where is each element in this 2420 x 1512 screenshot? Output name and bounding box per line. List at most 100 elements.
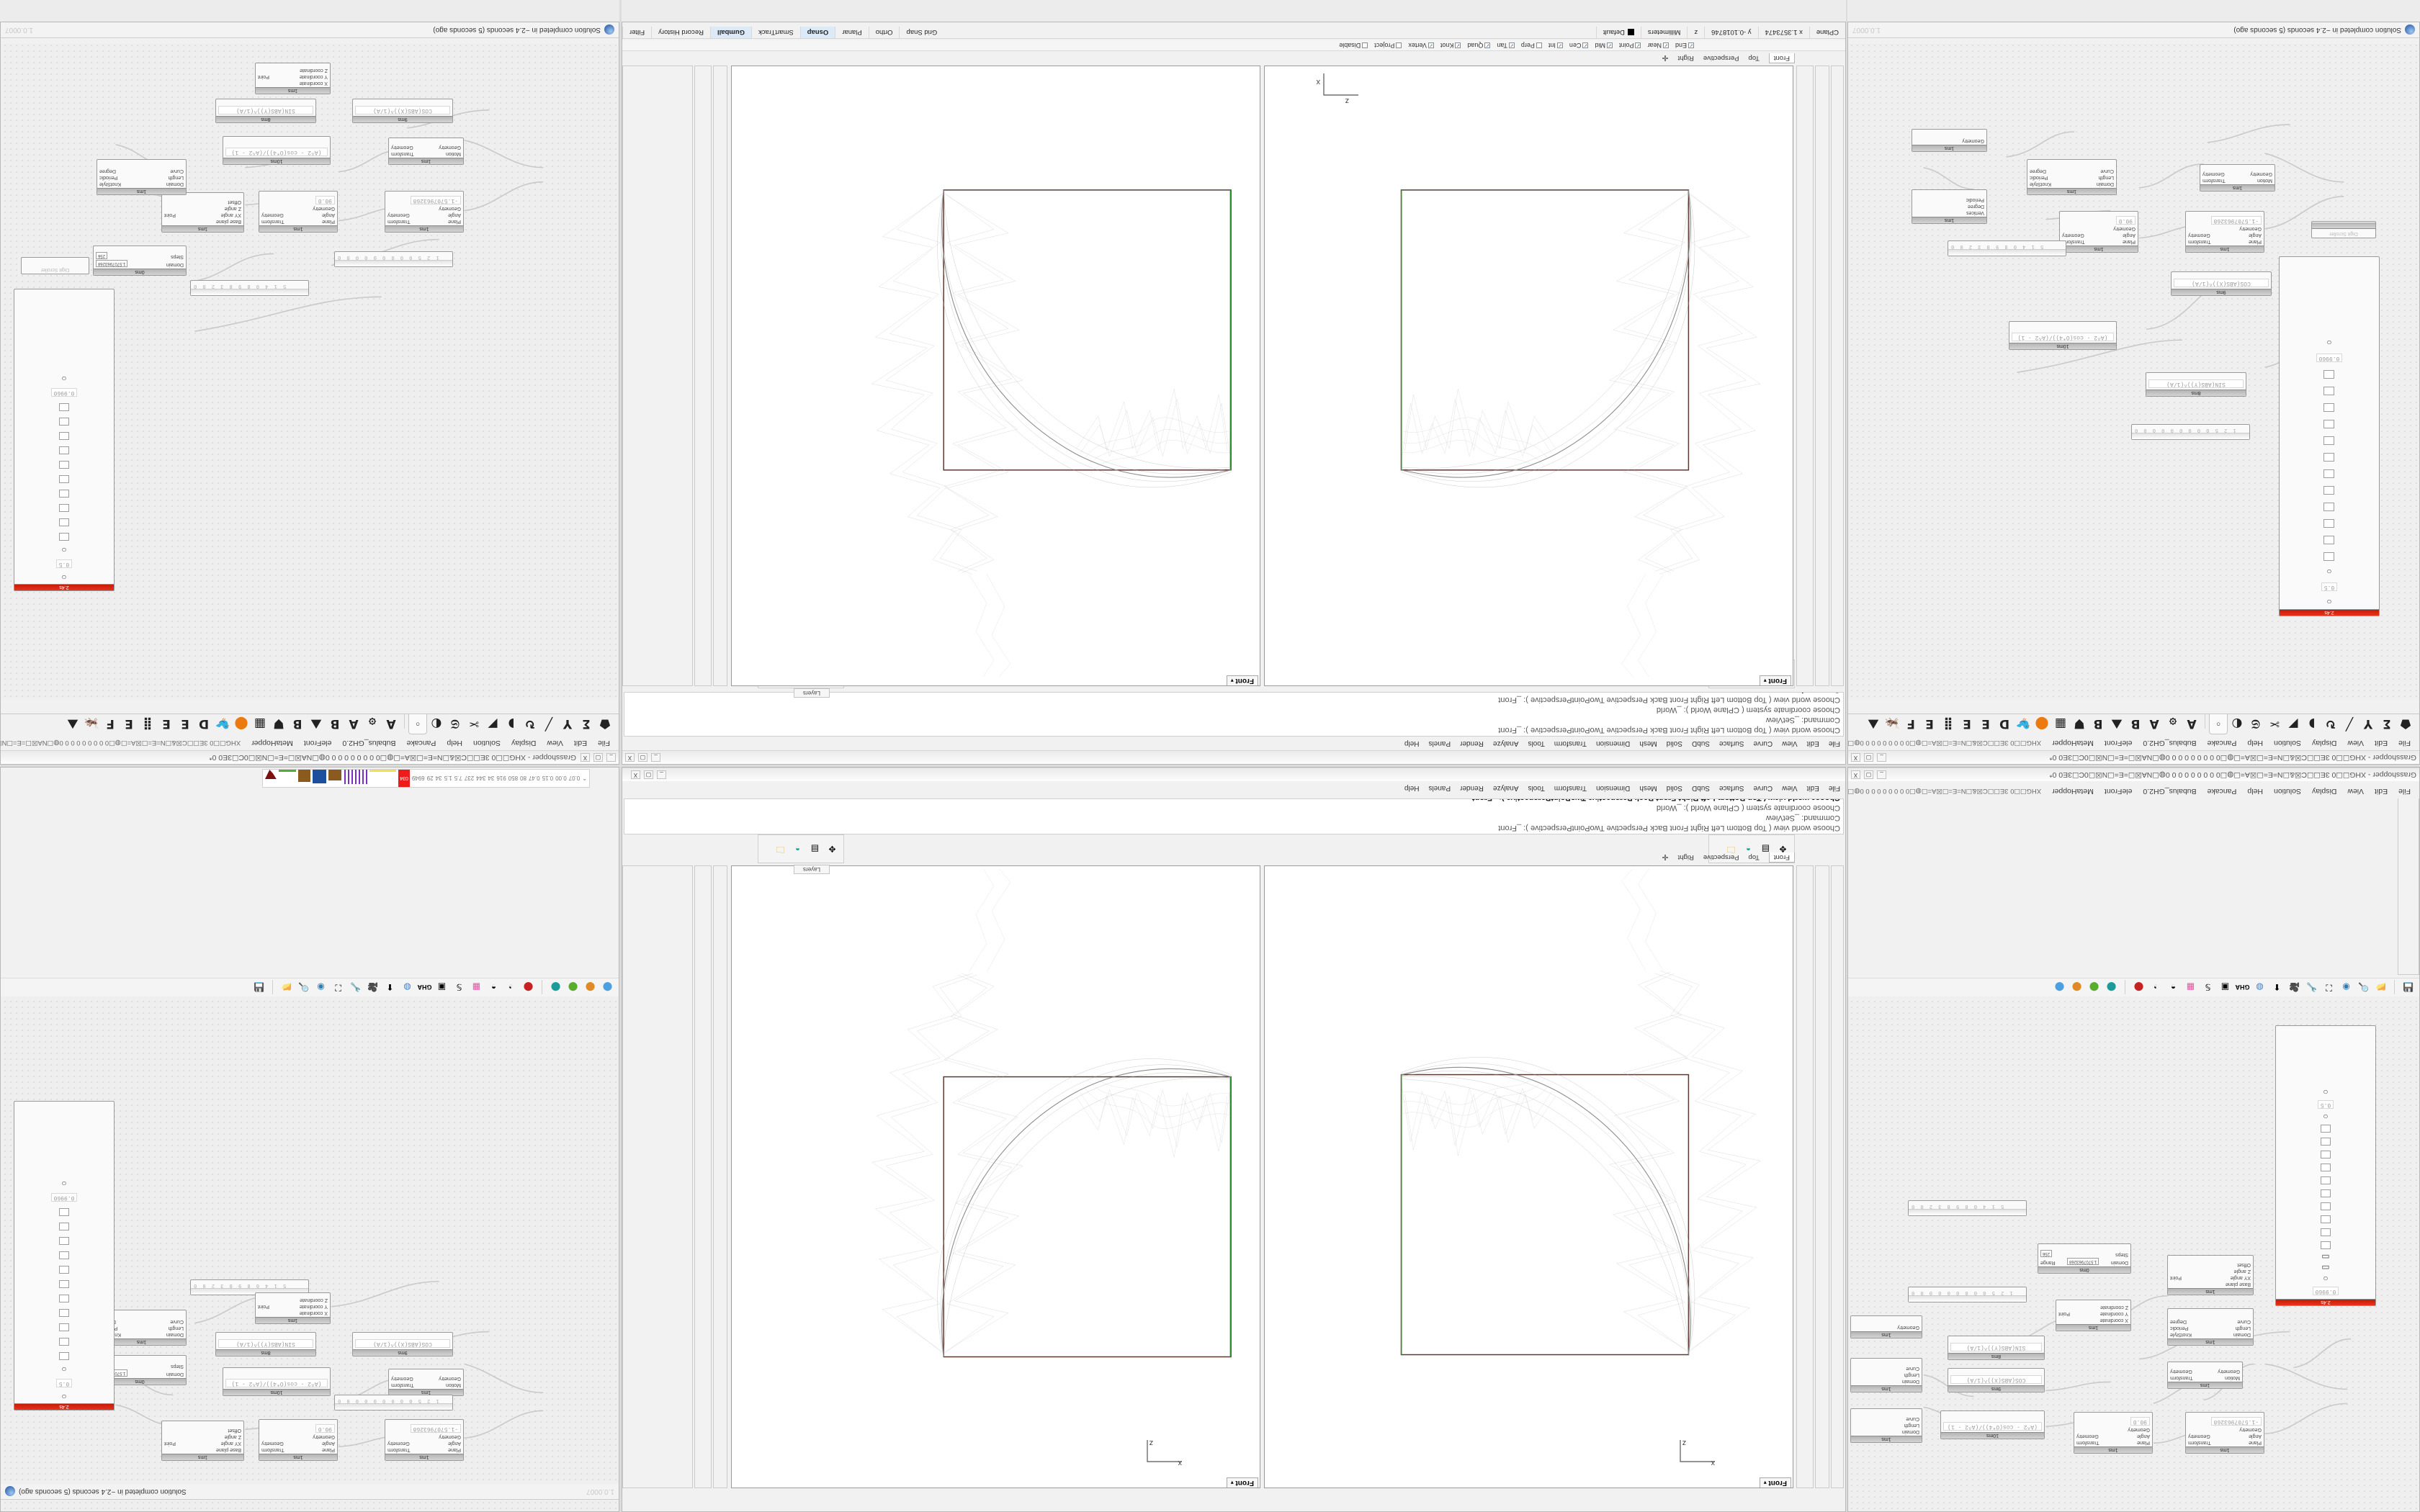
menu-help[interactable]: Help	[1404, 739, 1420, 748]
menu-edit[interactable]: Edit	[573, 739, 588, 747]
gh-a-menubar[interactable]: File Edit View Display Solution Help Pan…	[1847, 784, 2419, 798]
viewport-c-left-tab[interactable]: Front ▾	[1759, 1477, 1791, 1488]
menu-solid[interactable]: Solid	[1666, 784, 1682, 793]
rhino-d-statusbar[interactable]: CPlane x 1.3573474 y -0.1018746 z Millim…	[622, 27, 1845, 39]
node-rotate-3d-a[interactable]: 1ms Plane Transform Angle Geometry Geome…	[385, 1419, 464, 1461]
toggle-record-history[interactable]: Record History	[651, 27, 710, 38]
scroller-track[interactable]	[335, 260, 452, 266]
expression-text[interactable]: (A^2 - cos(O*4))/(A^2 - 1)	[1943, 1422, 2042, 1431]
rhino-d-command-history[interactable]: Choose world view ( Top Bottom Left Righ…	[624, 692, 1844, 737]
camera-icon[interactable]: 🎥	[367, 982, 378, 993]
expression-text[interactable]: SIN(ABS(Y))^(1/A)	[2148, 379, 2244, 388]
rhino-d-left-strip-3[interactable]	[1796, 66, 1814, 686]
surface-icon[interactable]: ◗	[2308, 716, 2316, 731]
toggle-gumball[interactable]: Gumball	[709, 27, 751, 38]
menu-help[interactable]: Help	[2247, 739, 2264, 747]
node-digit-scroller-label-d[interactable]: Digit Scroller	[21, 257, 89, 274]
menu-mesh[interactable]: Mesh	[1639, 784, 1657, 793]
bubalus-icon[interactable]: ⛊	[274, 716, 284, 731]
component-value-top[interactable]: 0.5	[55, 1379, 73, 1387]
scroller-track[interactable]	[191, 289, 308, 295]
close-icon[interactable]: X	[1851, 770, 1860, 779]
rhino-d-right-strip-3[interactable]	[622, 66, 693, 686]
gh-canvas-b[interactable]: 1ms Plane Transform Angle Geometry Geome…	[1848, 44, 2419, 699]
open-icon[interactable]: 📂	[2375, 982, 2386, 993]
intersect-icon[interactable]: ✂	[2269, 716, 2280, 731]
node-expression-main-d[interactable]: 10ms (A^2 - cos(O*4))/(A^2 - 1)	[223, 136, 331, 165]
node-digit-scroller-label[interactable]: Digit Scroller	[2311, 221, 2376, 238]
node-move-d[interactable]: 1ms Motion Transform Geometry Geometry	[388, 138, 464, 165]
node-big-red-component[interactable]: 2.4s 0.9960 ○ ▭ ▭	[2275, 1025, 2376, 1306]
current-layer[interactable]: Default	[1595, 27, 1641, 38]
vptab-top[interactable]: Top	[1748, 54, 1760, 63]
node-move-c[interactable]: 1ms Motion Transform Geometry Geometry	[388, 1369, 464, 1396]
node-construct-point[interactable]: 1ms X coordinate Y coordinate Point Z co…	[2056, 1300, 2131, 1331]
material-teal-icon[interactable]: ⬤	[550, 982, 561, 993]
menu-curve[interactable]: Curve	[1753, 784, 1773, 793]
digit-scroller-a-c[interactable]: 1 2 5 0 0 0 0 0 0 0 0 0	[334, 1395, 453, 1410]
steps-field[interactable]: 256	[2040, 1250, 2053, 1257]
checkbox-icon[interactable]: ✓	[1635, 42, 1641, 48]
rhino-d-menubar[interactable]: File Edit View Curve Surface SubD Solid …	[622, 737, 1845, 750]
rhino-d-right-strip-2[interactable]	[694, 66, 712, 686]
node-rotate-3d-a[interactable]: 1ms Plane Transform Angle Geometry Geome…	[2185, 1412, 2264, 1454]
rhino-c-left-strip-2[interactable]	[1815, 865, 1829, 1488]
rhino-c-right-strip-3[interactable]	[622, 865, 693, 1488]
layers-panel-title-d[interactable]: Layers	[794, 688, 830, 698]
minimize-icon[interactable]: _	[657, 770, 666, 779]
rhino-d-left-strip-1[interactable]	[1831, 66, 1844, 686]
crop-icon[interactable]: ⛶	[335, 983, 341, 993]
node-range[interactable]: 0ms Domain 1.5707963268 Range Steps 256	[2038, 1243, 2131, 1274]
osnap-tan[interactable]: ✓ Tan	[1497, 42, 1515, 49]
gh-a-titlebar[interactable]: Grasshopper - XHG☐☐0 3E☐☐C☒&☐N=E=☐☒A=☐◍☐…	[1848, 768, 2419, 781]
expression-text[interactable]: SIN(ABS(Y))^(1/A)	[218, 1339, 313, 1348]
menu-tools[interactable]: Tools	[1528, 784, 1545, 793]
scroll-icon[interactable]: 𝕊	[456, 982, 462, 993]
menu-pancake[interactable]: Pancake	[2207, 787, 2237, 796]
osnap-near[interactable]: ✓ Near	[1647, 42, 1669, 49]
chevron-down-icon[interactable]: ▾	[1763, 1480, 1767, 1485]
layers-icon[interactable]: ▣	[2220, 982, 2230, 993]
menu-view[interactable]: View	[1782, 784, 1798, 793]
menu-view[interactable]: View	[1782, 739, 1798, 748]
grasshopper-window-c[interactable]: 1ms Plane Transform Angle Geometry Geome…	[0, 767, 619, 1512]
node-rotate-3d-b[interactable]: 1ms Plane Transform Angle Geometry Geome…	[2074, 1412, 2153, 1454]
node-rotate-3d-b[interactable]: 1ms Plane Transform Angle Geometry Geome…	[259, 1419, 338, 1461]
params-icon[interactable]: ⬟	[2400, 716, 2411, 731]
viewport-d-right-tab[interactable]: Front ▾	[1226, 675, 1258, 685]
shade-icon[interactable]: ◓	[490, 982, 497, 993]
digit-scroller-a-d[interactable]: 1 2 5 0 0 0 0 0 0 0 0 0	[334, 251, 453, 267]
rhino-window-d[interactable]: Rhinoceros 7 Corporate - [Front] _ ▢ X F…	[622, 22, 1846, 765]
rhino-c-viewport-tabs[interactable]: Front Top Perspective Right ✛	[622, 852, 1845, 863]
menu-panels[interactable]: Panels	[1428, 784, 1451, 793]
osnap-knot[interactable]: ✓ Knot	[1440, 42, 1461, 49]
add-viewport-icon[interactable]: ✛	[1662, 53, 1669, 63]
toggle-smarttrack[interactable]: SmartTrack	[750, 27, 800, 38]
menu-transform[interactable]: Transform	[1554, 784, 1587, 793]
menu-render[interactable]: Render	[1460, 739, 1484, 748]
dots-icon[interactable]: ⣿	[143, 716, 153, 731]
checkbox-icon[interactable]: ✓	[1606, 42, 1613, 48]
scroller-track[interactable]	[2132, 433, 2249, 439]
scroller-digits[interactable]: 5 1 4 0 8 9 8 3 2 0 0	[192, 1282, 287, 1288]
lunchbox-icon[interactable]: ⛰	[1868, 716, 1879, 731]
rhino-d-titlebar[interactable]: Rhinoceros 7 Corporate - [Front] _ ▢ X	[622, 750, 1845, 764]
plugin-e2-icon[interactable]: E	[162, 716, 171, 731]
menu-metahopper[interactable]: MetaHopper	[2052, 787, 2094, 796]
node-expression-sin-c[interactable]: 8ms SIN(ABS(Y))^(1/A)	[215, 1332, 316, 1356]
lunchbox-icon[interactable]: ⛰	[67, 716, 79, 731]
node-rotate-3d-b[interactable]: 1ms Plane Transform Angle Geometry Geome…	[259, 191, 338, 233]
menu-dimension[interactable]: Dimension	[1596, 784, 1631, 793]
chevron-down-icon[interactable]: ▾	[1763, 678, 1767, 683]
material-green-icon[interactable]: ⬤	[568, 982, 578, 993]
domain-hi-field[interactable]: 1.5707963268	[96, 260, 128, 267]
checkbox-icon[interactable]: ✓	[1582, 42, 1589, 48]
gha-icon[interactable]: GHA	[2235, 984, 2250, 991]
node-range-d[interactable]: 0ms Domain 1.5707963268 Steps 256	[93, 246, 187, 276]
checkbox-icon[interactable]: ✓	[1688, 42, 1694, 48]
checkbox-icon[interactable]: ✓	[1455, 42, 1461, 48]
profiler-widget[interactable]: ⌃ 0.07 0.00 0.15 0.47 80 850 916 34 344 …	[262, 769, 590, 788]
crop-icon[interactable]: ⛶	[2326, 983, 2332, 993]
scroller-digits[interactable]: 5 1 4 0 8 9 8 3 2 0 0	[1950, 243, 2044, 249]
ghosted-icon[interactable]: ◔	[508, 982, 514, 993]
